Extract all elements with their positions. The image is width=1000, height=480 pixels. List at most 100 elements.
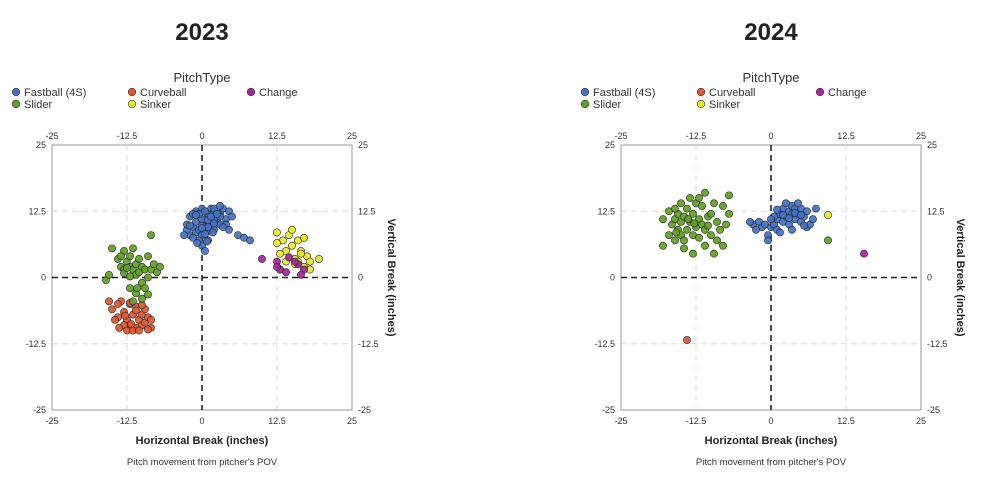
- legend-item-change[interactable]: Change: [246, 87, 298, 99]
- data-point[interactable]: [285, 253, 293, 262]
- data-point[interactable]: [764, 236, 772, 245]
- data-point[interactable]: [659, 215, 667, 224]
- data-point[interactable]: [315, 255, 323, 263]
- legend-item-change[interactable]: Change: [815, 87, 867, 99]
- data-point[interactable]: [123, 264, 131, 272]
- data-point[interactable]: [135, 255, 143, 263]
- data-point[interactable]: [297, 270, 305, 279]
- data-point[interactable]: [797, 211, 805, 219]
- data-point[interactable]: [276, 249, 284, 258]
- data-point[interactable]: [115, 323, 124, 332]
- data-point[interactable]: [794, 199, 802, 208]
- data-point[interactable]: [105, 270, 113, 279]
- data-point[interactable]: [710, 249, 718, 258]
- data-point[interactable]: [684, 215, 693, 224]
- data-point[interactable]: [752, 225, 760, 234]
- data-point[interactable]: [273, 228, 281, 237]
- data-point[interactable]: [689, 249, 697, 258]
- data-point[interactable]: [665, 231, 673, 239]
- data-point[interactable]: [701, 241, 709, 250]
- data-point[interactable]: [208, 228, 217, 237]
- data-point[interactable]: [147, 315, 155, 324]
- data-point[interactable]: [698, 202, 706, 210]
- data-point[interactable]: [144, 290, 152, 299]
- data-point[interactable]: [288, 241, 296, 250]
- legend-item-sinker[interactable]: Sinker: [696, 99, 741, 111]
- data-point[interactable]: [683, 204, 691, 213]
- data-point[interactable]: [127, 320, 136, 329]
- data-point[interactable]: [683, 336, 691, 344]
- data-point[interactable]: [225, 225, 233, 234]
- data-point[interactable]: [824, 236, 832, 245]
- data-point[interactable]: [701, 188, 709, 197]
- data-point[interactable]: [300, 233, 308, 242]
- data-point[interactable]: [860, 249, 868, 258]
- data-point[interactable]: [659, 241, 667, 250]
- data-point[interactable]: [186, 221, 194, 230]
- data-point[interactable]: [193, 239, 202, 247]
- data-point[interactable]: [671, 204, 679, 213]
- data-point[interactable]: [776, 228, 784, 237]
- data-point[interactable]: [746, 217, 754, 226]
- data-point[interactable]: [201, 230, 209, 238]
- data-point[interactable]: [824, 211, 832, 219]
- data-point[interactable]: [671, 236, 679, 245]
- data-point[interactable]: [306, 257, 314, 266]
- legend-item-fastball-4s[interactable]: Fastball (4S): [580, 87, 655, 99]
- data-point[interactable]: [156, 262, 164, 271]
- data-point[interactable]: [686, 194, 694, 202]
- legend-item-curveball[interactable]: Curveball: [127, 87, 186, 99]
- data-point[interactable]: [725, 191, 733, 200]
- data-point[interactable]: [713, 217, 721, 226]
- legend-item-slider[interactable]: Slider: [11, 99, 52, 111]
- legend-item-curveball[interactable]: Curveball: [696, 87, 755, 99]
- data-point[interactable]: [216, 202, 224, 210]
- data-point[interactable]: [695, 194, 703, 202]
- data-point[interactable]: [144, 252, 152, 261]
- data-point[interactable]: [683, 225, 691, 234]
- data-point[interactable]: [707, 231, 715, 239]
- data-point[interactable]: [722, 220, 730, 229]
- data-point[interactable]: [189, 233, 197, 242]
- data-point[interactable]: [135, 326, 143, 335]
- data-point[interactable]: [680, 236, 688, 245]
- data-point[interactable]: [812, 204, 820, 213]
- data-point[interactable]: [133, 284, 142, 292]
- data-point[interactable]: [132, 306, 140, 315]
- data-point[interactable]: [273, 239, 281, 247]
- data-point[interactable]: [201, 207, 209, 216]
- data-point[interactable]: [803, 207, 811, 216]
- data-point[interactable]: [108, 305, 116, 314]
- data-point[interactable]: [690, 219, 699, 228]
- data-point[interactable]: [141, 284, 149, 292]
- legend-item-fastball-4s[interactable]: Fastball (4S): [11, 87, 86, 99]
- data-point[interactable]: [779, 211, 787, 219]
- data-point[interactable]: [725, 209, 733, 218]
- data-point[interactable]: [126, 284, 134, 292]
- data-point[interactable]: [809, 215, 817, 224]
- data-point[interactable]: [710, 199, 718, 208]
- data-point[interactable]: [704, 221, 712, 230]
- data-point[interactable]: [800, 221, 808, 230]
- legend-item-sinker[interactable]: Sinker: [127, 99, 172, 111]
- data-point[interactable]: [192, 211, 200, 219]
- data-point[interactable]: [138, 294, 146, 303]
- data-point[interactable]: [126, 272, 134, 281]
- data-point[interactable]: [246, 236, 254, 245]
- data-point[interactable]: [258, 255, 266, 263]
- data-point[interactable]: [680, 244, 688, 253]
- data-point[interactable]: [105, 297, 113, 306]
- data-point[interactable]: [108, 244, 116, 253]
- data-point[interactable]: [180, 231, 188, 239]
- data-point[interactable]: [297, 249, 305, 258]
- data-point[interactable]: [773, 205, 781, 214]
- data-point[interactable]: [129, 297, 137, 306]
- data-point[interactable]: [713, 236, 721, 245]
- data-point[interactable]: [785, 214, 793, 223]
- data-point[interactable]: [719, 202, 727, 210]
- data-point[interactable]: [114, 300, 122, 308]
- data-point[interactable]: [121, 311, 130, 320]
- data-point[interactable]: [273, 262, 281, 271]
- data-point[interactable]: [282, 268, 290, 277]
- data-point[interactable]: [117, 252, 125, 261]
